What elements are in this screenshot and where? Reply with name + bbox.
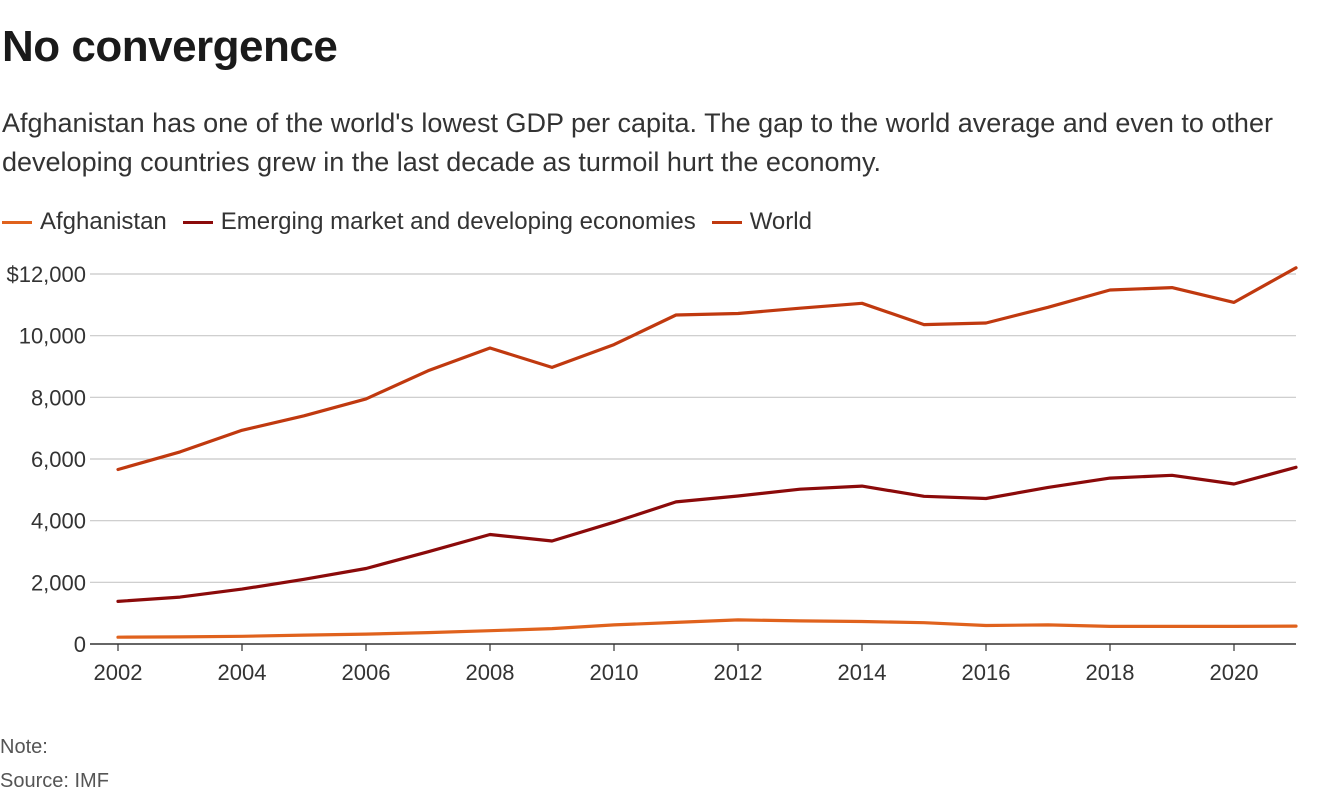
x-tick-label: 2002 [94, 660, 143, 685]
y-tick-label: $12,000 [6, 262, 86, 287]
grid-lines [90, 273, 1296, 645]
legend-item-world: World [711, 208, 812, 236]
y-tick-label: 6,000 [31, 447, 86, 472]
legend-item-afghanistan: Afghanistan [2, 208, 167, 236]
series-line-world [116, 266, 1298, 472]
series-line-emerging-market-and-developing-economies [116, 465, 1298, 603]
x-tick-label: 2018 [1086, 660, 1135, 685]
series-lines [116, 266, 1298, 639]
y-tick-label: 4,000 [31, 509, 86, 534]
legend: Afghanistan Emerging market and developi… [2, 206, 828, 238]
legend-swatch-afghanistan [2, 220, 32, 224]
legend-label-emerging: Emerging market and developing economies [220, 208, 696, 235]
x-tick-label: 2008 [466, 660, 515, 685]
x-tick-label: 2014 [838, 660, 887, 685]
x-tick-label: 2006 [342, 660, 391, 685]
y-tick-label: 2,000 [31, 570, 86, 595]
legend-label-world: World [749, 208, 812, 235]
x-tick-label: 2012 [714, 660, 763, 685]
x-tick-label: 2010 [590, 660, 639, 685]
chart-title: No convergence [2, 22, 338, 71]
legend-swatch-emerging [182, 220, 213, 224]
x-tick-label: 2004 [218, 660, 267, 685]
chart-source: Source: IMF [0, 770, 109, 792]
chart-subtitle: Afghanistan has one of the world's lowes… [2, 108, 1273, 177]
series-line-afghanistan [116, 618, 1298, 639]
y-tick-label: 0 [74, 632, 86, 657]
legend-label-afghanistan: Afghanistan [40, 208, 167, 235]
y-axis-ticks: $12,000 10,000 8,000 6,000 4,000 2,000 0 [6, 262, 86, 657]
y-tick-label: 10,000 [19, 324, 86, 349]
x-tick-label: 2016 [962, 660, 1011, 685]
legend-swatch-world [711, 220, 742, 224]
chart-note: Note: [0, 736, 48, 758]
y-tick-label: 8,000 [31, 385, 86, 410]
legend-item-emerging: Emerging market and developing economies [182, 208, 696, 236]
x-axis-ticks: 2002 2004 2006 2008 2010 2012 2014 2016 2018 2020 [94, 644, 1259, 685]
x-tick-label: 2020 [1210, 660, 1259, 685]
